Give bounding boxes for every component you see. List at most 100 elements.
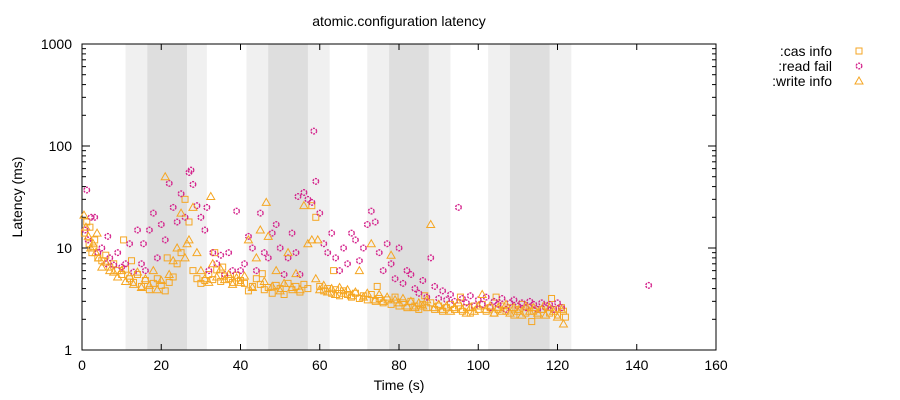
data-point bbox=[267, 281, 278, 290]
data-point bbox=[509, 302, 519, 312]
data-point bbox=[330, 289, 341, 299]
data-point bbox=[145, 226, 153, 234]
data-point bbox=[546, 300, 554, 308]
data-point bbox=[300, 189, 308, 197]
data-point bbox=[367, 291, 375, 299]
data-point bbox=[439, 287, 447, 295]
data-point bbox=[92, 228, 102, 237]
data-point bbox=[462, 299, 470, 307]
data-point bbox=[205, 191, 216, 200]
data-point bbox=[108, 267, 119, 276]
data-point bbox=[332, 254, 340, 262]
data-point bbox=[87, 213, 95, 221]
data-point bbox=[145, 286, 153, 294]
data-point bbox=[104, 265, 115, 275]
data-point bbox=[332, 286, 340, 294]
y-tick-label: 1000 bbox=[41, 36, 72, 52]
data-point bbox=[88, 238, 98, 248]
x-tick-label: 80 bbox=[391, 357, 407, 373]
data-point bbox=[513, 306, 523, 315]
data-point bbox=[193, 275, 201, 283]
data-point bbox=[473, 300, 484, 310]
data-point bbox=[199, 273, 210, 283]
data-point bbox=[181, 195, 189, 203]
data-point bbox=[354, 265, 365, 275]
data-point bbox=[180, 252, 190, 262]
data-point bbox=[526, 297, 534, 305]
data-point bbox=[328, 229, 336, 237]
data-point bbox=[144, 280, 155, 289]
x-tick-label: 0 bbox=[78, 357, 86, 373]
data-point bbox=[137, 260, 145, 268]
series-write-info bbox=[79, 171, 569, 328]
series-read-fail bbox=[81, 127, 653, 313]
data-point bbox=[310, 273, 321, 283]
data-point bbox=[291, 268, 301, 278]
data-point bbox=[316, 209, 324, 217]
data-point bbox=[240, 260, 248, 268]
data-point bbox=[239, 271, 250, 280]
data-point bbox=[493, 302, 503, 312]
data-point bbox=[81, 222, 91, 231]
data-point bbox=[280, 291, 288, 299]
data-point bbox=[497, 306, 507, 315]
data-point bbox=[645, 281, 653, 289]
data-point bbox=[120, 236, 128, 244]
data-point bbox=[248, 244, 256, 252]
data-point bbox=[207, 258, 218, 268]
data-point bbox=[98, 244, 106, 252]
data-point bbox=[189, 180, 197, 188]
data-point bbox=[316, 282, 324, 290]
data-point bbox=[251, 252, 262, 262]
data-point bbox=[292, 249, 300, 257]
data-point bbox=[235, 277, 246, 286]
data-point bbox=[314, 284, 325, 294]
data-point bbox=[382, 292, 392, 301]
data-point bbox=[485, 300, 495, 310]
data-point bbox=[536, 304, 547, 313]
data-point bbox=[168, 255, 178, 265]
data-point bbox=[148, 265, 159, 275]
data-point bbox=[268, 229, 276, 237]
data-point bbox=[501, 299, 511, 308]
data-point bbox=[310, 127, 318, 135]
data-point bbox=[465, 302, 476, 312]
data-point bbox=[306, 234, 317, 244]
y-tick-label: 1 bbox=[64, 342, 72, 358]
data-point bbox=[326, 283, 337, 293]
data-point bbox=[530, 300, 538, 308]
data-point bbox=[205, 267, 213, 275]
data-point bbox=[93, 252, 104, 262]
data-point bbox=[231, 272, 242, 282]
data-point bbox=[383, 240, 391, 248]
data-point bbox=[165, 278, 173, 286]
data-point bbox=[330, 267, 338, 275]
data-point bbox=[318, 280, 329, 289]
data-point bbox=[122, 260, 130, 268]
data-point bbox=[355, 257, 363, 265]
data-point bbox=[413, 297, 424, 307]
data-point bbox=[296, 288, 304, 296]
data-point bbox=[295, 284, 305, 294]
legend-label: :cas info bbox=[780, 43, 832, 59]
data-point bbox=[516, 310, 527, 319]
data-point bbox=[362, 288, 373, 297]
data-point bbox=[112, 271, 123, 281]
data-point bbox=[407, 270, 415, 278]
data-point bbox=[350, 287, 361, 296]
data-point bbox=[225, 249, 233, 257]
data-point bbox=[275, 285, 285, 295]
data-point bbox=[91, 247, 101, 257]
data-point bbox=[558, 318, 569, 328]
axis-ticks: 0 20 40 60 80 100 120 140 160 1 10 100 1000 bbox=[41, 36, 728, 373]
data-point bbox=[454, 203, 462, 211]
data-point bbox=[149, 209, 157, 217]
data-point bbox=[181, 213, 189, 221]
data-point bbox=[124, 271, 135, 280]
data-point bbox=[561, 313, 569, 321]
data-point bbox=[548, 294, 556, 302]
data-point bbox=[100, 256, 111, 266]
data-point bbox=[466, 292, 474, 300]
data-point bbox=[375, 249, 383, 257]
x-tick-label: 120 bbox=[546, 357, 570, 373]
